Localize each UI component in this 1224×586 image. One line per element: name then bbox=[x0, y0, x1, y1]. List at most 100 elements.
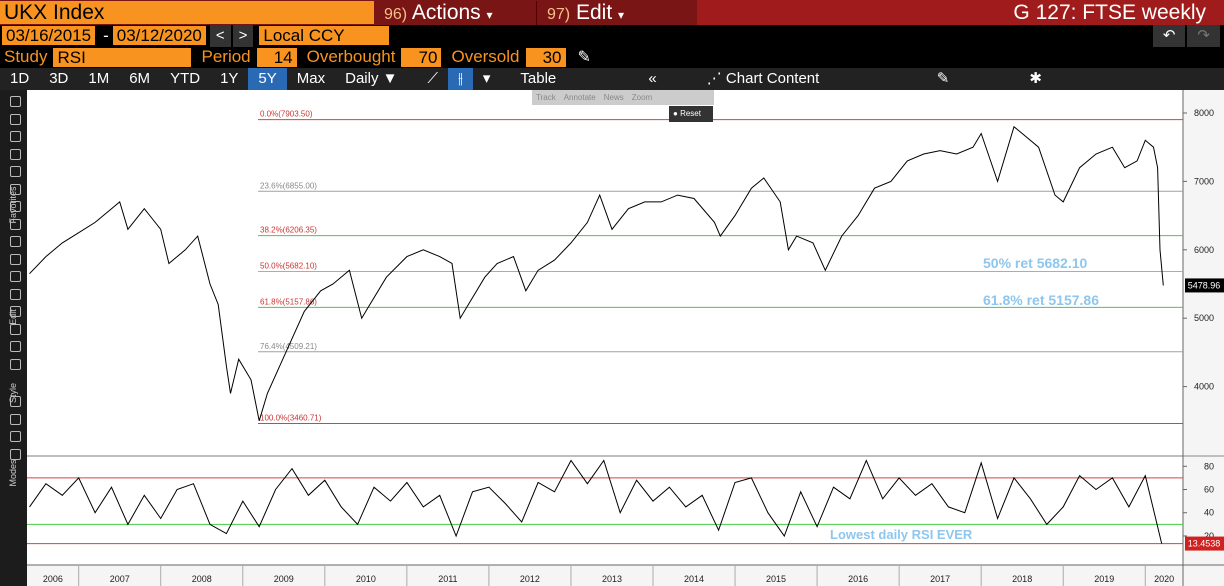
tool-icon[interactable] bbox=[10, 201, 21, 212]
tool-icon[interactable] bbox=[10, 448, 21, 460]
range-button[interactable]: 1M bbox=[88, 70, 110, 87]
sidebar-label: Style bbox=[8, 383, 18, 404]
x-tick-label: 2018 bbox=[1012, 574, 1032, 584]
tool-icon[interactable] bbox=[10, 113, 21, 125]
range-button[interactable]: 6M bbox=[129, 70, 151, 87]
overbought-label: Overbought bbox=[306, 47, 396, 66]
annotation: Lowest daily RSI EVER bbox=[830, 527, 973, 542]
period[interactable]: 14 bbox=[256, 47, 297, 67]
range-button[interactable]: YTD bbox=[170, 70, 201, 87]
x-tick-label: 2015 bbox=[766, 574, 786, 584]
collapse[interactable]: « bbox=[648, 70, 657, 87]
tool-icon[interactable] bbox=[10, 131, 21, 142]
more-icon[interactable]: ▾ bbox=[482, 70, 491, 87]
start-date[interactable]: 03/16/2015 bbox=[2, 26, 96, 45]
range-button[interactable]: Max bbox=[296, 70, 326, 87]
popup-track[interactable]: Track bbox=[536, 93, 556, 102]
y-tick-label: 40 bbox=[1204, 508, 1214, 518]
annotation: 50% ret 5682.10 bbox=[983, 255, 1088, 271]
menu-label: Actions bbox=[411, 0, 481, 24]
fib-label: 100.0%(3460.71) bbox=[260, 413, 322, 422]
rsi-panel bbox=[27, 457, 1183, 565]
x-tick-label: 2012 bbox=[520, 574, 540, 584]
y-tick-label: 8000 bbox=[1194, 108, 1214, 118]
overbought[interactable]: 70 bbox=[401, 47, 442, 67]
y-tick-label: 6000 bbox=[1194, 245, 1214, 255]
popup-annotate[interactable]: Annotate bbox=[563, 93, 596, 102]
tool-icon[interactable] bbox=[10, 306, 21, 317]
line-icon[interactable]: ⟋ bbox=[427, 70, 438, 87]
tool-icon[interactable] bbox=[10, 183, 21, 195]
date-bar: 03/16/2015 - 03/12/2020 < > Local CCY ↶ … bbox=[0, 24, 1224, 47]
date-sep: - bbox=[103, 25, 109, 45]
range-button[interactable]: 1D bbox=[10, 70, 30, 87]
x-tick-label: 2011 bbox=[438, 574, 457, 584]
security[interactable]: UKX Index bbox=[0, 1, 374, 24]
frequency[interactable]: Daily ▼ bbox=[345, 70, 398, 87]
oversold[interactable]: 30 bbox=[525, 47, 566, 67]
popup-news[interactable]: News bbox=[603, 93, 624, 102]
y-tick-label: 60 bbox=[1204, 485, 1214, 495]
y-tick-label: 80 bbox=[1204, 461, 1214, 471]
tool-icon[interactable] bbox=[10, 236, 21, 247]
end-date[interactable]: 03/12/2020 bbox=[112, 26, 206, 45]
tool-icon[interactable] bbox=[10, 148, 21, 160]
menu-num: 97) bbox=[547, 5, 571, 23]
next[interactable]: > bbox=[232, 24, 254, 47]
tool-icon[interactable] bbox=[10, 271, 21, 282]
range-buttons: 1D 3D 1M 6M YTD 1Y 5Y Max bbox=[0, 68, 335, 90]
last-price: 5478.96 bbox=[1188, 280, 1221, 290]
last-rsi-box bbox=[1185, 536, 1224, 551]
period-label: Period bbox=[201, 47, 251, 66]
header-bar: UKX Index 96) Actions ▾ 97) Edit ▾ G 127… bbox=[0, 0, 1224, 25]
currency[interactable]: Local CCY bbox=[259, 26, 390, 45]
table-button[interactable]: Table bbox=[520, 70, 557, 87]
y-tick-label: 4000 bbox=[1194, 382, 1214, 392]
tool-icon[interactable] bbox=[10, 323, 21, 335]
x-tick-label: 2008 bbox=[192, 574, 212, 584]
tool-icon[interactable] bbox=[10, 253, 21, 265]
frequency-label: Daily bbox=[345, 70, 379, 87]
fib-label: 0.0%(7903.50) bbox=[260, 110, 313, 119]
sidebar-label: Edit bbox=[8, 309, 18, 325]
series-line bbox=[29, 459, 1163, 544]
edit-icon[interactable]: ✎ bbox=[936, 70, 950, 87]
sidebar: Favorites Edit Style Modes bbox=[0, 90, 27, 586]
x-tick-label: 2016 bbox=[848, 574, 868, 584]
tool-icon[interactable] bbox=[10, 96, 21, 107]
tool-icon[interactable] bbox=[10, 218, 21, 230]
bar-icon[interactable]: ⫲ bbox=[448, 68, 473, 90]
tool-icon[interactable] bbox=[10, 341, 21, 352]
fib-label: 50.0%(5682.10) bbox=[260, 262, 317, 271]
popup-zoom[interactable]: Zoom bbox=[631, 93, 653, 102]
tool-icon[interactable] bbox=[10, 396, 21, 407]
tool-icon[interactable] bbox=[10, 288, 21, 300]
tool-icon[interactable] bbox=[10, 413, 21, 425]
settings-icon[interactable]: ✱ bbox=[1029, 70, 1042, 87]
fib-label: 23.6%(6855.00) bbox=[260, 181, 317, 190]
tool-icon[interactable] bbox=[10, 358, 21, 370]
chart-content[interactable]: ⋰ Chart Content bbox=[706, 70, 820, 87]
range-button[interactable]: 1Y bbox=[220, 70, 239, 87]
tool-icon[interactable] bbox=[10, 431, 21, 442]
undo[interactable]: ↶ bbox=[1152, 24, 1186, 47]
study-bar: Study RSI Period 14 Overbought 70 Overso… bbox=[0, 46, 1224, 68]
range-button[interactable]: 3D bbox=[49, 70, 69, 87]
x-tick-label: 2007 bbox=[110, 574, 130, 584]
actions-menu[interactable]: 96) Actions ▾ bbox=[384, 0, 493, 24]
study[interactable]: RSI bbox=[53, 47, 192, 67]
prev[interactable]: < bbox=[209, 24, 231, 47]
edit-menu[interactable]: 97) Edit ▾ bbox=[536, 0, 697, 25]
last-rsi: 13.4538 bbox=[1188, 539, 1221, 549]
range-button[interactable]: 5Y bbox=[248, 68, 287, 90]
series-line bbox=[29, 125, 1164, 421]
tool-icon[interactable] bbox=[10, 166, 21, 177]
reset-button[interactable]: ● Reset bbox=[669, 106, 713, 122]
page-title: G 127: FTSE weekly bbox=[697, 0, 1224, 25]
redo[interactable]: ↷ bbox=[1187, 24, 1220, 47]
x-tick-label: 2010 bbox=[356, 574, 376, 584]
x-tick-label: 2013 bbox=[602, 574, 622, 584]
pen-icon[interactable]: ✎ bbox=[577, 49, 591, 66]
